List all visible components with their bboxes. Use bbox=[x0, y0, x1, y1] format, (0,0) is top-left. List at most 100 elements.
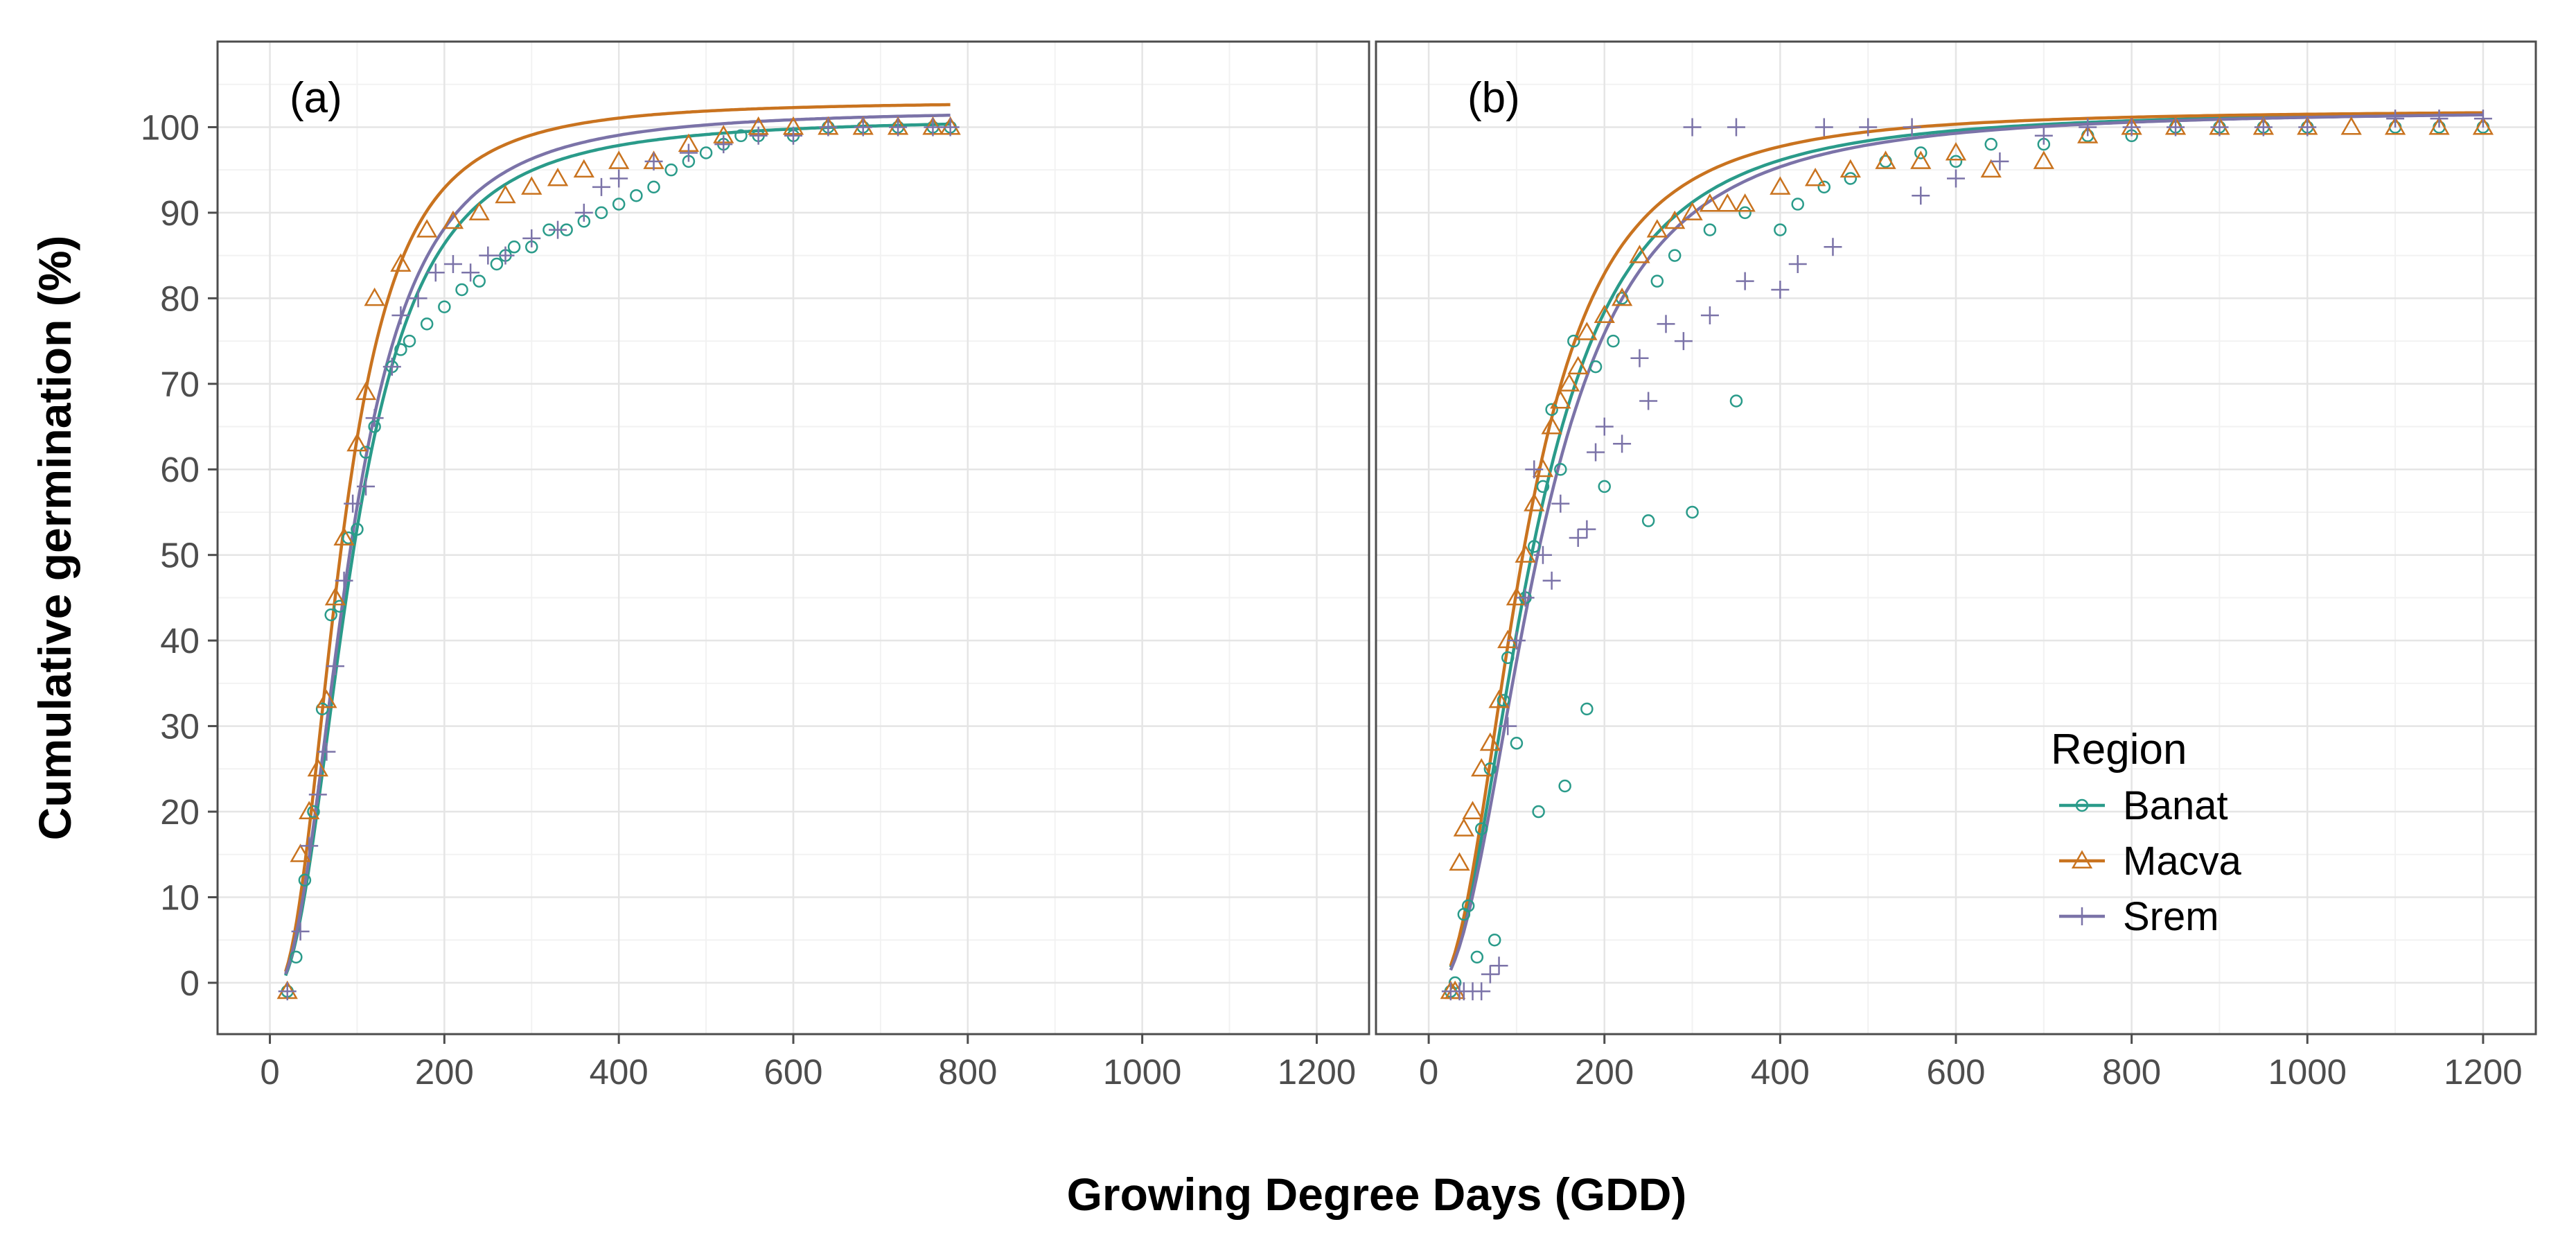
data-point-banat bbox=[1545, 403, 1558, 417]
data-point-srem bbox=[1490, 956, 1508, 975]
data-point-banat bbox=[1844, 172, 1858, 185]
data-point-banat bbox=[1650, 274, 1664, 288]
y-tick-label: 60 bbox=[160, 450, 200, 489]
data-point-macva bbox=[1524, 493, 1545, 512]
y-axis-title: Cumulative germination (%) bbox=[29, 236, 80, 841]
data-point-srem bbox=[426, 263, 445, 282]
y-tick-label: 70 bbox=[160, 365, 200, 404]
data-point-macva bbox=[1594, 304, 1615, 324]
data-point-srem bbox=[2254, 118, 2273, 137]
panel-a-fit-curves bbox=[284, 103, 951, 977]
data-point-srem bbox=[1499, 717, 1517, 735]
data-point-srem bbox=[443, 254, 462, 273]
data-point-srem bbox=[409, 289, 427, 308]
data-point-srem bbox=[1700, 306, 1719, 325]
x-tick-label: 1200 bbox=[2444, 1052, 2522, 1092]
data-point-macva bbox=[1980, 159, 2002, 178]
x-tick-label: 400 bbox=[590, 1052, 649, 1092]
data-point-srem bbox=[522, 229, 541, 247]
data-point-srem bbox=[357, 477, 376, 496]
data-point-banat bbox=[1738, 206, 1752, 220]
data-point-macva bbox=[1840, 159, 1861, 178]
data-point-banat bbox=[1580, 702, 1594, 716]
x-tick-label: 600 bbox=[764, 1052, 822, 1092]
data-point-srem bbox=[2210, 118, 2229, 137]
fit-curve-macva bbox=[1449, 111, 2483, 967]
data-point-srem bbox=[496, 246, 515, 265]
data-point-srem bbox=[344, 494, 362, 513]
data-point-macva bbox=[1611, 287, 1633, 306]
panel-a-x-axis: 0 200 400 600 800 1000 1200 bbox=[260, 1034, 1356, 1092]
data-point-banat bbox=[438, 300, 451, 313]
data-point-macva bbox=[307, 758, 328, 777]
data-point-macva bbox=[1945, 141, 1967, 161]
data-point-banat bbox=[1914, 146, 1927, 159]
panel-b: 0 200 400 600 800 1000 1200 (b) bbox=[1375, 40, 2537, 1092]
data-point-macva bbox=[1453, 818, 1474, 837]
data-point-srem bbox=[610, 169, 628, 188]
data-point-banat bbox=[1607, 334, 1620, 348]
data-point-banat bbox=[1686, 505, 1699, 519]
data-point-banat bbox=[455, 283, 468, 297]
data-point-srem bbox=[1736, 272, 1754, 290]
data-point-srem bbox=[941, 118, 960, 137]
panel-border bbox=[1375, 40, 2537, 1036]
data-point-srem bbox=[1683, 118, 1702, 137]
panel-a-grid bbox=[218, 42, 1369, 1034]
data-point-srem bbox=[644, 152, 663, 171]
data-point-srem bbox=[1947, 169, 1965, 188]
data-point-banat bbox=[333, 600, 346, 613]
data-point-macva bbox=[1449, 852, 1470, 871]
data-point-srem bbox=[1630, 349, 1649, 367]
x-tick-label: 800 bbox=[938, 1052, 997, 1092]
data-point-srem bbox=[461, 263, 480, 282]
legend-marker-srem bbox=[2073, 907, 2091, 925]
data-point-macva bbox=[1910, 150, 1932, 169]
x-tick-label: 0 bbox=[260, 1052, 279, 1092]
data-point-macva bbox=[316, 690, 337, 708]
data-point-macva bbox=[468, 202, 490, 220]
x-axis-title: Growing Degree Days (GDD) bbox=[1067, 1169, 1687, 1220]
data-point-macva bbox=[355, 381, 377, 401]
data-point-banat bbox=[1461, 899, 1475, 913]
data-point-banat bbox=[1598, 480, 1611, 493]
data-point-banat bbox=[1470, 950, 1484, 964]
data-point-macva bbox=[1576, 322, 1598, 340]
data-point-macva bbox=[1664, 210, 1686, 229]
data-point-srem bbox=[1533, 545, 1552, 564]
data-point-banat bbox=[342, 531, 355, 545]
data-point-macva bbox=[1804, 167, 1826, 186]
data-point-macva bbox=[1770, 176, 1791, 195]
data-point-srem bbox=[2298, 118, 2317, 137]
data-point-macva bbox=[1497, 629, 1519, 649]
panel-b-fit-curves bbox=[1449, 111, 2483, 971]
data-point-macva bbox=[608, 150, 630, 169]
data-point-banat bbox=[1949, 155, 1963, 168]
data-point-banat bbox=[290, 950, 303, 964]
data-point-banat bbox=[403, 334, 416, 348]
data-point-macva bbox=[1629, 245, 1650, 263]
data-point-srem bbox=[278, 982, 297, 1001]
data-point-macva bbox=[333, 527, 355, 545]
data-point-macva bbox=[2428, 116, 2450, 135]
data-point-srem bbox=[335, 571, 353, 590]
y-tick-label: 100 bbox=[141, 107, 200, 147]
data-point-macva bbox=[290, 844, 311, 862]
data-point-macva bbox=[324, 586, 346, 606]
data-point-srem bbox=[592, 177, 610, 196]
legend-entries: Banat Macva Srem bbox=[2059, 783, 2242, 939]
data-point-banat bbox=[647, 180, 660, 194]
data-point-srem bbox=[1788, 254, 1807, 273]
panel-b-x-axis: 0 200 400 600 800 1000 1200 bbox=[1419, 1034, 2523, 1092]
data-point-macva bbox=[547, 167, 569, 186]
data-point-macva bbox=[1532, 458, 1554, 478]
data-point-srem bbox=[1516, 588, 1535, 607]
data-point-srem bbox=[1481, 965, 1499, 984]
data-point-banat bbox=[307, 805, 320, 819]
data-point-banat bbox=[1703, 223, 1717, 236]
data-point-banat bbox=[1510, 737, 1524, 750]
data-point-banat bbox=[490, 257, 504, 271]
data-point-macva bbox=[1734, 193, 1756, 212]
fit-curve-banat bbox=[284, 122, 951, 977]
data-point-banat bbox=[394, 343, 407, 356]
